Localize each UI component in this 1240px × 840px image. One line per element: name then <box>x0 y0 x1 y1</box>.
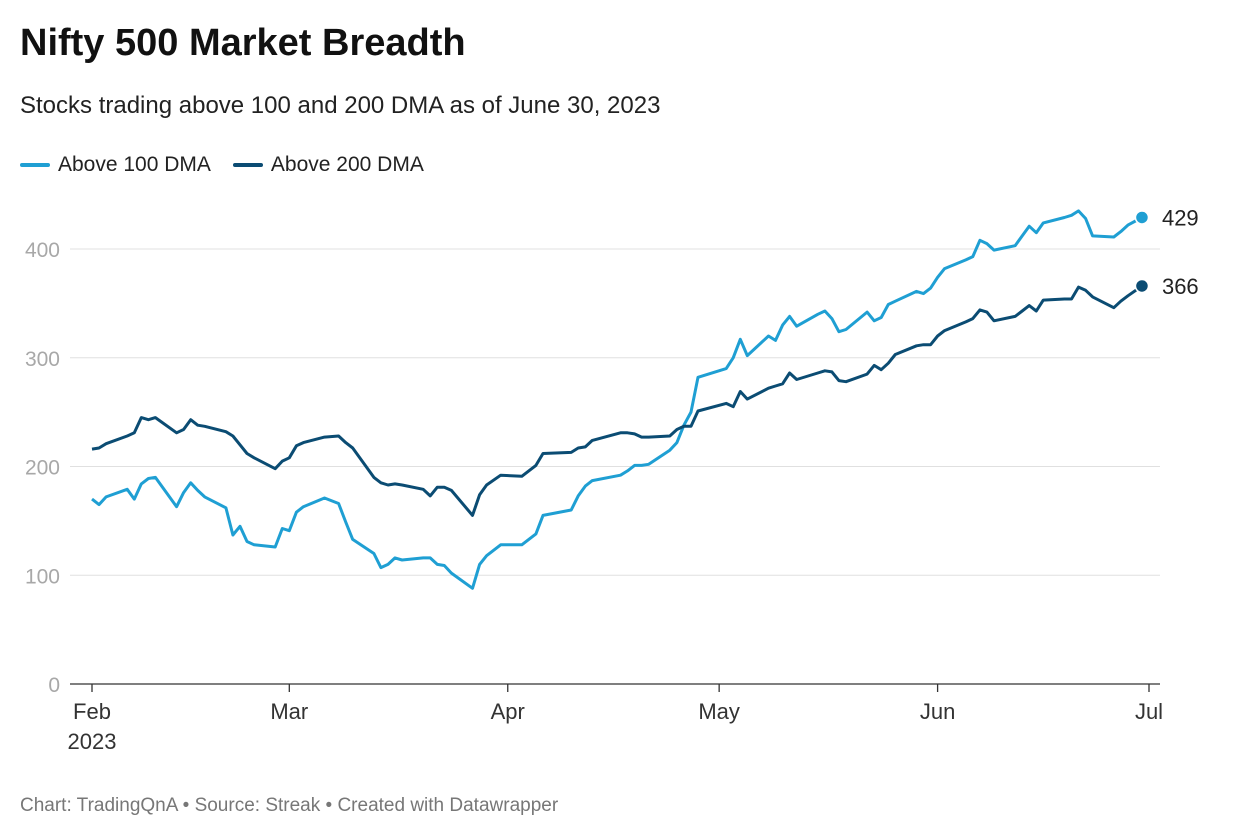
legend-label: Above 100 DMA <box>58 153 211 176</box>
series-line <box>91 284 1143 517</box>
y-tick-label: 0 <box>48 674 60 697</box>
y-tick-label: 200 <box>25 457 60 480</box>
legend: Above 100 DMA Above 200 DMA <box>20 153 424 177</box>
end-label: 429 <box>1162 205 1199 230</box>
legend-label: Above 200 DMA <box>270 153 424 176</box>
x-tick-label: May <box>698 699 740 724</box>
y-tick-label: 300 <box>25 348 60 371</box>
x-tick-label: Apr <box>490 699 525 724</box>
end-label: 366 <box>1162 274 1199 299</box>
x-tick-label: Jul <box>1134 699 1164 724</box>
y-tick-label: 400 <box>25 239 60 262</box>
x-tick-label: Feb 2023 <box>67 699 117 754</box>
legend-swatch <box>20 163 50 167</box>
end-point <box>1134 210 1150 225</box>
y-tick-label: 100 <box>25 565 60 588</box>
footer: Chart: TradingQnA • Source: Streak • Cre… <box>20 795 559 816</box>
legend-swatch <box>232 163 263 167</box>
chart-title: Nifty 500 Market Breadth <box>20 22 466 64</box>
x-tick-label: Mar <box>270 699 309 724</box>
chart-subtitle: Stocks trading above 100 and 200 DMA as … <box>20 92 661 119</box>
end-point <box>1134 278 1150 294</box>
x-tick-label: Jun <box>919 699 956 724</box>
legend-item: Above 100 DMA <box>20 153 211 177</box>
series-line <box>91 209 1143 590</box>
legend-item: Above 200 DMA <box>232 153 424 177</box>
